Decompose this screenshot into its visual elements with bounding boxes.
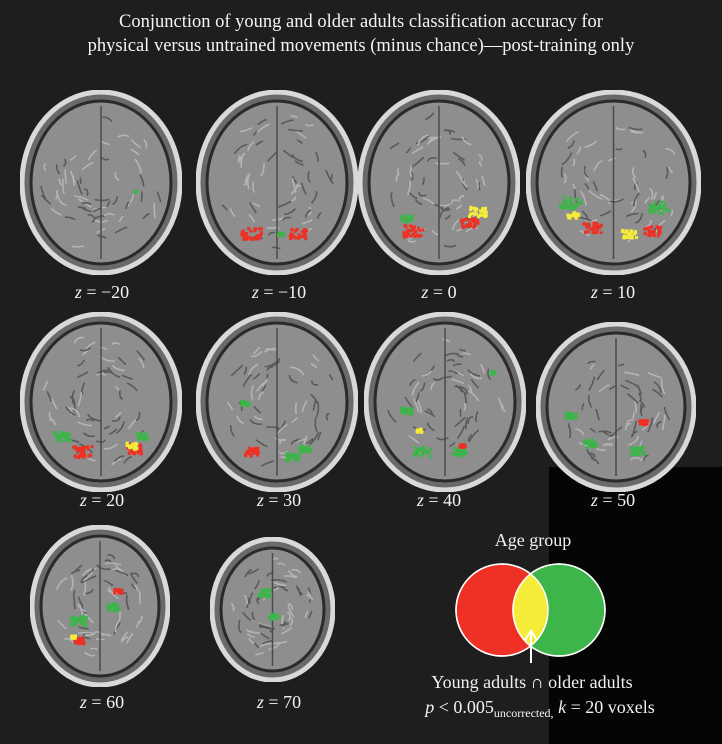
slice-z-value: = 70 <box>268 692 302 712</box>
brain-slice-image <box>20 90 182 275</box>
legend-title: Age group <box>494 530 572 550</box>
venn-overlap <box>513 564 548 656</box>
stats-subscript: uncorrected, <box>493 706 554 720</box>
stats-cluster-size: = 20 voxels <box>566 697 655 717</box>
slice-z-symbol: z <box>256 692 264 712</box>
brain-slice <box>358 90 520 275</box>
venn-diagram-legend <box>455 563 606 663</box>
stats-threshold: < 0.005 <box>434 697 494 717</box>
figure-title: Conjunction of young and older adults cl… <box>0 10 722 58</box>
stats-k-symbol: k <box>558 697 567 717</box>
slice-z-label: z = −10 <box>199 282 359 303</box>
slice-z-label: z = 50 <box>533 490 693 511</box>
slice-z-value: = 30 <box>268 490 302 510</box>
slice-z-symbol: z <box>416 490 424 510</box>
slice-z-symbol: z <box>256 490 264 510</box>
brain-slice <box>20 312 182 492</box>
figure-title-line-2: physical versus untrained movements (min… <box>87 36 635 56</box>
slice-z-symbol: z <box>74 282 82 302</box>
brain-slice <box>20 90 182 275</box>
slice-z-label: z = 0 <box>359 282 519 303</box>
brain-slice-image <box>20 312 182 492</box>
slice-z-label: z = 10 <box>533 282 693 303</box>
slice-z-label: z = 30 <box>199 490 359 511</box>
brain-slice <box>196 90 358 275</box>
slice-z-label: z = 20 <box>22 490 182 511</box>
stats-p-symbol: p <box>425 697 435 717</box>
brain-slice <box>30 525 170 687</box>
brain-slice-image <box>196 90 358 275</box>
brain-slice-image <box>526 90 701 275</box>
brain-slice-image <box>536 322 696 492</box>
slice-z-symbol: z <box>590 282 598 302</box>
brain-slice <box>364 312 526 492</box>
brain-slice-image <box>30 525 170 687</box>
slice-z-value: = 40 <box>428 490 462 510</box>
slice-z-label: z = 70 <box>199 692 359 713</box>
slice-z-label: z = 60 <box>22 692 182 713</box>
brain-slice <box>536 322 696 492</box>
slice-z-value: = 0 <box>432 282 457 302</box>
slice-z-value: = 50 <box>602 490 636 510</box>
slice-z-value: = −10 <box>263 282 307 302</box>
figure-title-line-1: Conjunction of young and older adults cl… <box>119 12 603 32</box>
slice-z-symbol: z <box>590 490 598 510</box>
brain-slice <box>526 90 701 275</box>
brain-slice-image <box>210 537 335 682</box>
slice-z-value: = 20 <box>91 490 125 510</box>
slice-z-symbol: z <box>79 490 87 510</box>
slice-z-value: = 60 <box>91 692 125 712</box>
brain-slice-image <box>196 312 358 492</box>
statistics-threshold-label: p < 0.005uncorrected, k = 20 voxels <box>380 697 700 721</box>
slice-z-label: z = −20 <box>22 282 182 303</box>
slice-z-symbol: z <box>251 282 259 302</box>
brain-slice <box>196 312 358 492</box>
brain-slice-image <box>364 312 526 492</box>
brain-slice-image <box>358 90 520 275</box>
slice-z-value: = 10 <box>602 282 636 302</box>
brain-slice <box>210 537 335 682</box>
conjunction-label: Young adults ∩ older adults <box>431 672 633 692</box>
slice-z-value: = −20 <box>86 282 130 302</box>
slice-z-symbol: z <box>79 692 87 712</box>
slice-z-symbol: z <box>421 282 429 302</box>
slice-z-label: z = 40 <box>359 490 519 511</box>
